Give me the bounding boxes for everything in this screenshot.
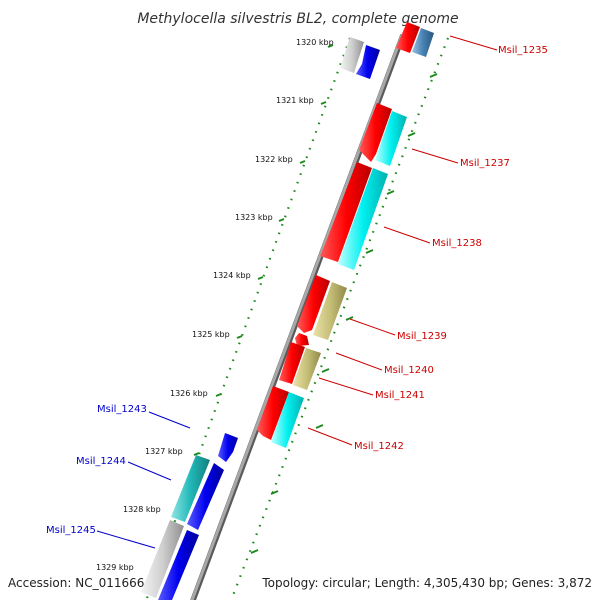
genome-backbone: [190, 34, 404, 600]
gene-1241-khaki: [293, 348, 321, 390]
gene-1245-blue: [158, 530, 199, 600]
gene-1240-red: [295, 333, 309, 346]
ruler-label-1323: 1323 kbp: [235, 213, 273, 222]
gene-label-msil-1244[interactable]: Msil_1244: [76, 456, 126, 467]
ruler-label-1321: 1321 kbp: [276, 96, 314, 105]
gene-top-blue: [356, 45, 380, 79]
gene-label-msil-1238[interactable]: Msil_1238: [432, 238, 482, 249]
gene-label-msil-1235[interactable]: Msil_1235: [498, 45, 548, 56]
gene-1242-cyan: [271, 392, 304, 448]
forward-strand-genes: [141, 37, 380, 600]
ruler-label-1322: 1322 kbp: [255, 155, 293, 164]
gene-1241-red: [279, 342, 305, 384]
ruler-label-1325: 1325 kbp: [192, 330, 230, 339]
gene-label-msil-1243[interactable]: Msil_1243: [97, 404, 147, 415]
ruler-label-1327: 1327 kbp: [145, 447, 183, 456]
ruler-dots-outer: [230, 37, 450, 599]
gene-1243-blue: [218, 433, 238, 462]
gene-label-msil-1237[interactable]: Msil_1237: [460, 158, 510, 169]
gene-1235-red: [396, 22, 420, 53]
gene-label-msil-1239[interactable]: Msil_1239: [397, 331, 447, 342]
gene-1244-teal: [171, 455, 210, 522]
gene-1239-red: [297, 275, 330, 333]
ruler-label-1329: 1329 kbp: [96, 563, 134, 572]
gene-1235-blue: [412, 28, 434, 57]
ruler-label-1328: 1328 kbp: [123, 505, 161, 514]
gene-1242-red: [257, 386, 289, 440]
gene-1244-blue: [187, 463, 224, 530]
ruler-label-1324: 1324 kbp: [213, 271, 251, 280]
gene-1245-gray: [141, 520, 184, 598]
map-title: Methylocella silvestris BL2, complete ge…: [137, 11, 458, 27]
gene-1237-red: [359, 103, 392, 162]
gene-1239-khaki: [313, 282, 347, 340]
reverse-strand-genes: [257, 22, 434, 448]
gene-label-msil-1240[interactable]: Msil_1240: [384, 365, 434, 376]
gene-1237-cyan: [375, 111, 407, 166]
summary-text: Topology: circular; Length: 4,305,430 bp…: [261, 576, 592, 590]
ruler-label-1320: 1320 kbp: [296, 38, 334, 47]
gene-1238-cyan: [338, 168, 388, 270]
ruler-label-1326: 1326 kbp: [170, 389, 208, 398]
gene-label-msil-1242[interactable]: Msil_1242: [354, 441, 404, 452]
gene-label-msil-1241[interactable]: Msil_1241: [375, 390, 425, 401]
reverse-label-leaders: [307, 35, 498, 446]
gene-label-msil-1245[interactable]: Msil_1245: [46, 525, 96, 536]
gene-1238-red: [320, 162, 372, 262]
gene-top-gray: [340, 37, 364, 73]
forward-label-leaders: [96, 411, 191, 549]
accession-text: Accession: NC_011666: [8, 576, 144, 590]
